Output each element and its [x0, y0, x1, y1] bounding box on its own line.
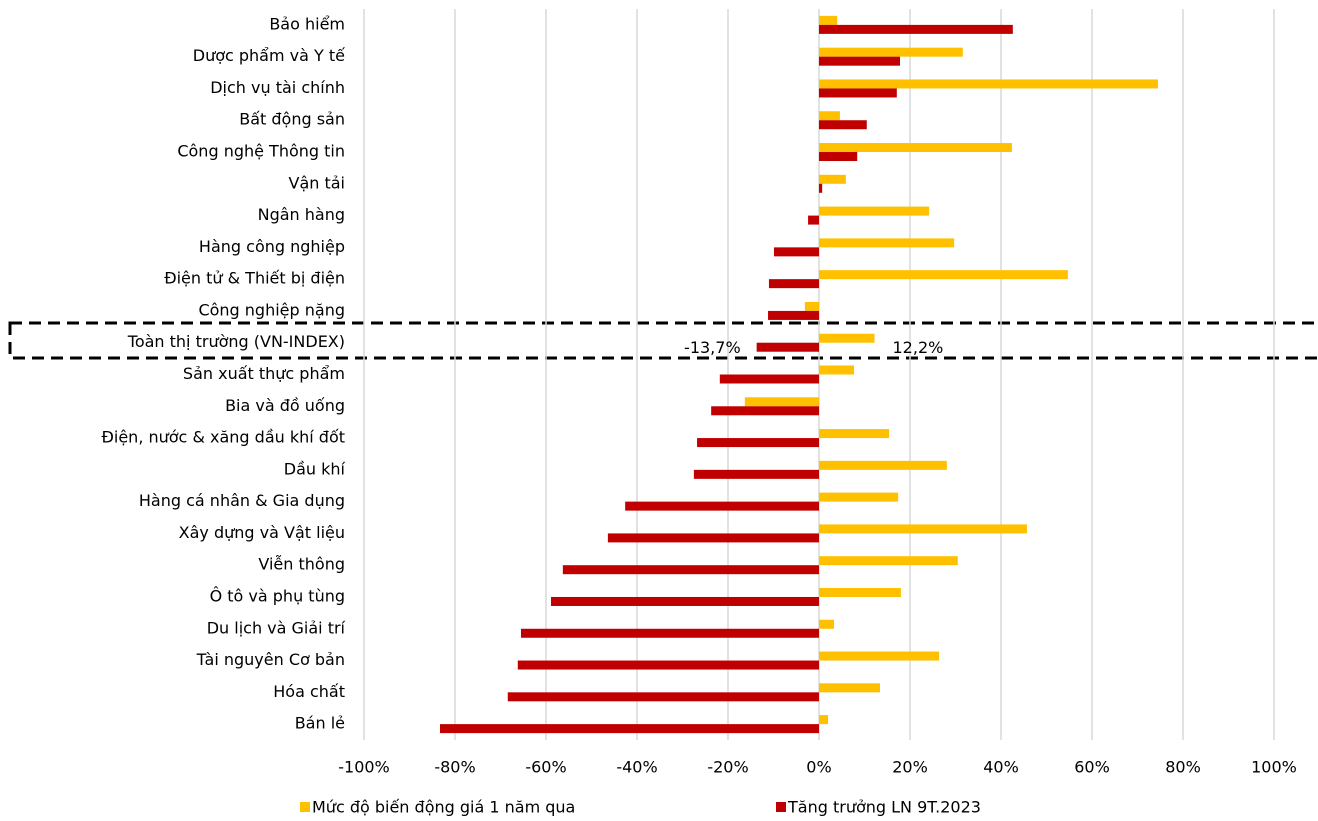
bar — [744, 397, 819, 407]
legend-swatch — [300, 802, 310, 812]
bar — [819, 56, 900, 66]
y-tick-label: Tài nguyên Cơ bản — [196, 650, 345, 669]
bar — [719, 374, 819, 384]
bar — [756, 342, 819, 352]
y-tick-label: Hóa chất — [273, 682, 345, 701]
bar — [819, 174, 846, 184]
bar — [819, 683, 880, 693]
value-label: -13,7% — [684, 338, 741, 357]
y-tick-label: Điện, nước & xăng dầu khí đốt — [101, 428, 345, 447]
bar — [819, 111, 840, 121]
y-tick-label: Ô tô và phụ tùng — [210, 586, 345, 605]
bar — [819, 524, 1027, 534]
x-tick-label: 60% — [1074, 758, 1110, 777]
bar — [439, 724, 819, 734]
y-tick-label: Vận tải — [289, 173, 346, 192]
bar — [520, 628, 819, 638]
legend-swatch — [776, 802, 786, 812]
y-tick-label: Bia và đồ uống — [225, 396, 345, 415]
x-tick-label: -60% — [525, 758, 566, 777]
bar — [804, 301, 819, 311]
highlight-box — [8, 321, 1318, 360]
y-tick-label: Bảo hiểm — [269, 14, 345, 33]
bar — [819, 120, 867, 130]
bar — [819, 15, 838, 25]
x-tick-label: 80% — [1165, 758, 1201, 777]
bar — [819, 333, 875, 343]
bar — [607, 533, 819, 543]
y-tick-label: Công nghệ Thông tin — [177, 142, 345, 161]
bar — [768, 279, 819, 289]
bar — [819, 24, 1013, 34]
bar — [819, 88, 897, 98]
y-tick-label: Xây dựng và Vật liệu — [179, 523, 345, 542]
bar — [517, 660, 819, 670]
value-label: 12,2% — [893, 338, 944, 357]
x-tick-label: 0% — [806, 758, 831, 777]
x-tick-label: 20% — [892, 758, 928, 777]
y-tick-label: Điện tử & Thiết bị điện — [164, 269, 345, 288]
x-tick-label: -20% — [707, 758, 748, 777]
bar — [507, 692, 819, 702]
y-tick-label: Toàn thị trường (VN-INDEX) — [127, 332, 345, 351]
bar — [819, 460, 947, 470]
y-tick-label: Hàng cá nhân & Gia dụng — [139, 491, 345, 510]
y-tick-label: Viễn thông — [258, 555, 345, 574]
bar — [819, 238, 955, 248]
y-tick-label: Dịch vụ tài chính — [210, 78, 345, 97]
bar — [697, 438, 819, 448]
bar — [773, 247, 819, 257]
y-tick-label: Bất động sản — [239, 110, 345, 129]
bar — [768, 310, 819, 320]
y-tick-label: Du lịch và Giải trí — [207, 618, 346, 637]
legend-label: Mức độ biến động giá 1 năm qua — [312, 798, 575, 817]
y-tick-label: Hàng công nghiệp — [199, 237, 345, 256]
bar — [819, 206, 930, 216]
y-tick-label: Công nghiệp nặng — [198, 300, 345, 319]
bar — [819, 365, 855, 375]
bar — [819, 79, 1158, 89]
bar — [808, 215, 819, 225]
bar — [625, 501, 819, 511]
bar — [819, 143, 1012, 153]
bar — [819, 587, 901, 597]
bar — [819, 556, 958, 566]
x-tick-label: -40% — [616, 758, 657, 777]
bar — [819, 152, 858, 162]
bar — [551, 596, 819, 606]
x-tick-label: -100% — [338, 758, 390, 777]
bar — [819, 715, 829, 725]
bar — [693, 469, 819, 479]
bar — [819, 651, 940, 661]
bar — [819, 429, 890, 439]
bar — [819, 619, 835, 629]
y-tick-label: Dược phẩm và Y tế — [193, 46, 345, 65]
x-tick-label: 40% — [983, 758, 1019, 777]
bar — [819, 270, 1068, 280]
y-tick-label: Sản xuất thực phẩm — [183, 364, 345, 383]
x-tick-label: 100% — [1251, 758, 1297, 777]
bar — [819, 183, 823, 193]
x-tick-label: -80% — [434, 758, 475, 777]
legend-label: Tăng trưởng LN 9T.2023 — [787, 798, 981, 817]
bar — [562, 565, 819, 575]
y-tick-label: Bán lẻ — [295, 714, 345, 733]
bar — [711, 406, 819, 416]
bar — [819, 47, 963, 57]
bar — [819, 492, 899, 502]
y-tick-label: Dầu khí — [284, 459, 346, 478]
y-tick-label: Ngân hàng — [258, 205, 345, 224]
